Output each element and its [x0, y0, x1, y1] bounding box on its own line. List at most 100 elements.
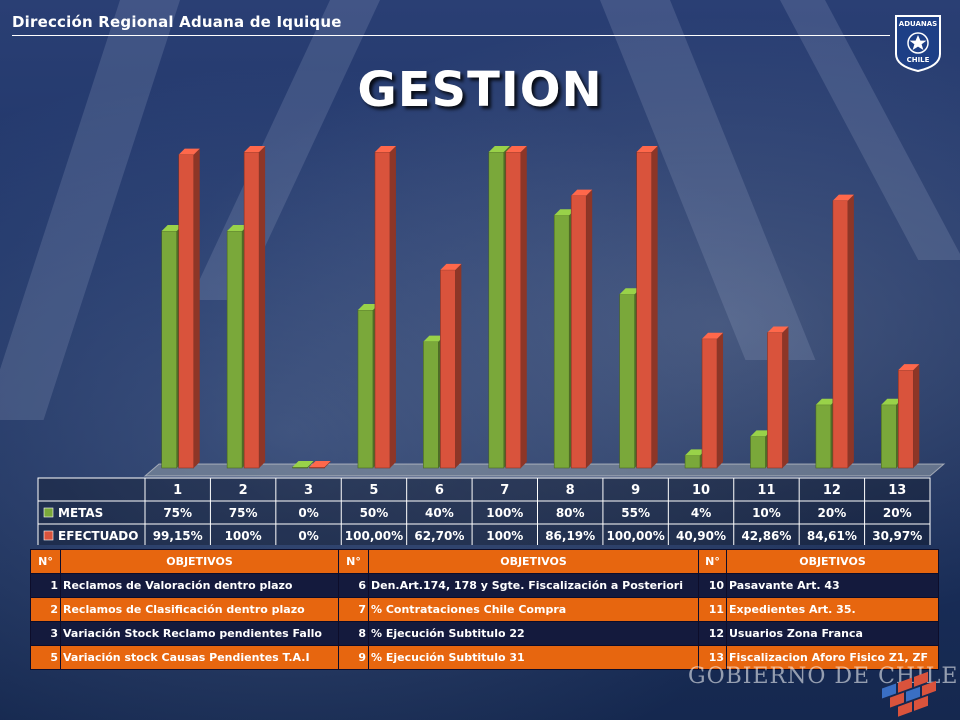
- gobierno-flag-icon: [882, 671, 936, 717]
- bar-top: [815, 398, 837, 405]
- row-objective: Den.Art.174, 178 y Sgte. Fiscalización a…: [368, 573, 699, 598]
- bar-front: [243, 151, 260, 469]
- bar-front: [374, 151, 391, 469]
- header-objetivos: OBJETIVOS: [60, 549, 339, 574]
- x-tick-label-12: 12: [823, 483, 841, 498]
- bar-efectuado-7: [505, 146, 527, 469]
- x-tick-label-8: 8: [566, 483, 575, 498]
- bar-top: [702, 332, 724, 339]
- bar-front: [357, 309, 374, 469]
- aduanas-logo: ADUANAS CHILE: [895, 15, 941, 72]
- bar-front: [161, 230, 178, 469]
- bar-side: [520, 146, 527, 468]
- row-num: 2: [30, 597, 61, 622]
- bar-top: [881, 398, 903, 405]
- bar-top: [357, 304, 379, 310]
- page-title: GESTION: [357, 62, 603, 118]
- gobierno-de-chile-logo-text: GOBIERNO DE CHILE: [688, 664, 959, 689]
- x-tick-label-9: 9: [631, 483, 640, 498]
- data-label-efectuado-1: 99,15%: [153, 529, 203, 543]
- bar-top: [685, 449, 707, 456]
- bar-efectuado-10: [701, 332, 724, 469]
- row-num: 7: [338, 597, 369, 622]
- row-num: 11: [698, 597, 727, 622]
- bar-efectuado-12: [832, 194, 854, 469]
- bar-front: [423, 341, 439, 469]
- bar-efectuado-9: [636, 146, 658, 469]
- bar-top: [636, 146, 658, 152]
- bar-efectuado-2: [243, 146, 266, 469]
- row-num: 9: [338, 645, 369, 670]
- bar-top: [488, 146, 510, 152]
- bar-top: [571, 189, 593, 196]
- bar-front: [619, 293, 635, 469]
- bar-top: [423, 335, 445, 342]
- data-label-metas-5: 50%: [360, 506, 389, 520]
- data-label-efectuado-5: 100,00%: [345, 529, 403, 543]
- bar-side: [307, 461, 314, 468]
- row-num: 5: [30, 645, 61, 670]
- data-label-efectuado-3: 0%: [298, 529, 318, 543]
- data-label-efectuado-7: 100%: [486, 529, 523, 543]
- row-objective: Reclamos de Clasificación dentro plazo: [60, 597, 339, 622]
- legend-swatch-metas: [43, 507, 54, 518]
- bar-top: [440, 263, 462, 270]
- row-num: 3: [30, 621, 61, 646]
- bar-side: [324, 461, 331, 468]
- row-objective: Pasavante Art. 43: [726, 573, 939, 598]
- bar-front: [880, 404, 897, 469]
- bar-side: [389, 146, 396, 468]
- data-label-efectuado-6: 62,70%: [414, 529, 464, 543]
- data-label-metas-1: 75%: [163, 506, 192, 520]
- data-label-metas-10: 4%: [691, 506, 711, 520]
- bar-side: [782, 326, 789, 468]
- x-tick-label-6: 6: [435, 483, 444, 498]
- bar-top: [374, 146, 396, 152]
- row-objective: % Ejecución Subtitulo 31: [368, 645, 699, 670]
- legend-label-metas: METAS: [58, 506, 103, 520]
- x-tick-label-1: 1: [173, 483, 182, 498]
- row-objective: Variación Stock Reclamo pendientes Fallo: [60, 621, 339, 646]
- table-row: 2 Reclamos de Clasificación dentro plazo…: [30, 597, 939, 622]
- x-tick-label-13: 13: [888, 483, 906, 498]
- row-num: 8: [338, 621, 369, 646]
- row-objective: Usuarios Zona Franca: [726, 621, 939, 646]
- data-label-metas-2: 75%: [229, 506, 258, 520]
- bar-front: [226, 230, 243, 469]
- data-label-metas-8: 80%: [556, 506, 585, 520]
- x-tick-label-3: 3: [304, 483, 313, 498]
- bar-efectuado-8: [570, 189, 593, 469]
- table-row: 5 Variación stock Causas Pendientes T.A.…: [30, 645, 939, 670]
- header-num: N°: [698, 549, 727, 574]
- header-num: N°: [338, 549, 369, 574]
- bar-front: [440, 269, 456, 469]
- data-label-efectuado-13: 30,97%: [872, 529, 922, 543]
- bar-top: [227, 225, 249, 231]
- row-objective: Variación stock Causas Pendientes T.A.I: [60, 645, 339, 670]
- data-label-efectuado-11: 42,86%: [741, 529, 791, 543]
- bar-front: [701, 338, 718, 469]
- row-num: 6: [338, 573, 369, 598]
- bar-top: [832, 194, 854, 201]
- bar-front: [750, 436, 766, 469]
- x-tick-label-7: 7: [500, 483, 509, 498]
- header-divider: [12, 35, 890, 36]
- x-tick-label-11: 11: [757, 483, 775, 498]
- bar-front: [488, 151, 505, 469]
- row-num: 1: [30, 573, 61, 598]
- bar-front: [292, 466, 308, 469]
- bar-top: [309, 461, 331, 467]
- bar-side: [913, 364, 920, 468]
- row-num: 12: [698, 621, 727, 646]
- objectives-header-row: N° OBJETIVOS N° OBJETIVOS N° OBJETIVOS: [30, 549, 939, 574]
- bar-front: [684, 455, 701, 469]
- logo-top-text: ADUANAS: [899, 20, 937, 28]
- bar-efectuado-3: [309, 461, 331, 469]
- chart-floor-plane: [143, 463, 946, 477]
- data-label-metas-6: 40%: [425, 506, 454, 520]
- bar-side: [259, 146, 266, 468]
- chart-floor: [143, 463, 946, 477]
- header-objetivos: OBJETIVOS: [726, 549, 939, 574]
- bar-efectuado-11: [767, 326, 789, 469]
